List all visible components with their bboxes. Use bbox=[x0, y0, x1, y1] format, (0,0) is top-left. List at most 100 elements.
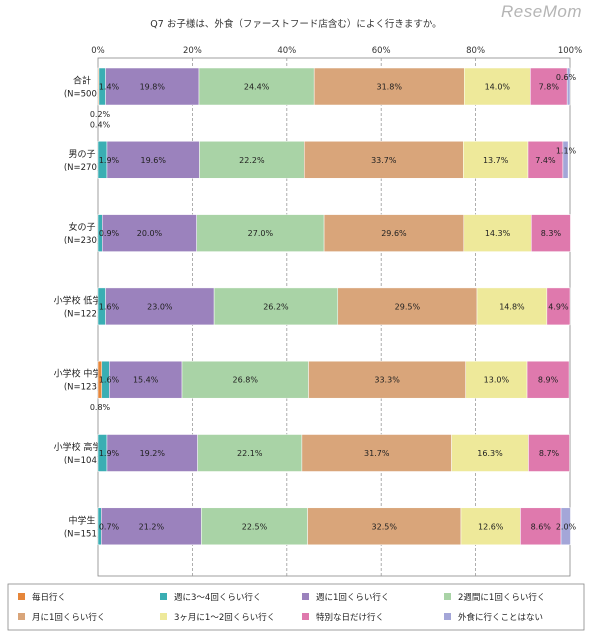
x-tick-label: 20% bbox=[183, 46, 202, 56]
category-label: 小学校 高学年 bbox=[54, 441, 111, 453]
data-label: 26.8% bbox=[233, 376, 259, 385]
data-label: 22.2% bbox=[239, 156, 265, 165]
watermark-logo: ReseMom bbox=[501, 2, 582, 21]
data-label: 16.3% bbox=[477, 449, 503, 458]
data-label: 19.2% bbox=[140, 449, 166, 458]
x-tick-label: 0% bbox=[91, 46, 105, 56]
data-label: 13.7% bbox=[483, 156, 509, 165]
data-label: 0.9% bbox=[99, 229, 120, 238]
data-label: 31.7% bbox=[364, 449, 390, 458]
data-label: 2.0% bbox=[556, 522, 577, 531]
bar-segment bbox=[337, 287, 478, 326]
category-n-label: (N=270) bbox=[64, 163, 100, 173]
data-label: 8.3% bbox=[541, 229, 562, 238]
bar-segment bbox=[463, 214, 532, 252]
legend-label: 週に3～4回くらい行く bbox=[174, 592, 261, 603]
data-label: 0.8% bbox=[90, 403, 111, 412]
bar-segment bbox=[199, 141, 305, 179]
bar-segment bbox=[304, 141, 464, 179]
data-label: 29.6% bbox=[381, 229, 407, 238]
data-label: 26.2% bbox=[263, 302, 289, 311]
data-label: 13.0% bbox=[484, 376, 510, 385]
bar-segment bbox=[566, 67, 571, 106]
bar-segment bbox=[560, 507, 571, 546]
data-label: 0.2% bbox=[90, 110, 111, 119]
bar-segment bbox=[465, 360, 528, 399]
bar-segment bbox=[201, 507, 308, 546]
category-label: 男の子 bbox=[68, 149, 95, 160]
bar-segment bbox=[546, 287, 571, 326]
bar-segment bbox=[101, 214, 197, 252]
x-tick-label: 80% bbox=[466, 46, 485, 56]
data-label: 4.9% bbox=[548, 302, 569, 311]
data-label: 19.8% bbox=[140, 83, 166, 92]
data-label: 8.9% bbox=[538, 376, 559, 385]
data-label: 33.7% bbox=[371, 156, 397, 165]
data-label: 19.6% bbox=[141, 156, 167, 165]
data-label: 7.8% bbox=[539, 83, 560, 92]
category-label: 合計 bbox=[73, 75, 91, 87]
data-label: 29.5% bbox=[395, 302, 421, 311]
bar-segment bbox=[109, 360, 183, 399]
bar-segment bbox=[528, 434, 570, 472]
category-n-label: (N=500) bbox=[64, 90, 100, 100]
data-label: 8.7% bbox=[539, 449, 560, 458]
bar-segment bbox=[526, 360, 570, 399]
bar-segment bbox=[308, 360, 466, 399]
bar-segment bbox=[562, 141, 569, 179]
data-label: 14.8% bbox=[499, 302, 525, 311]
bar-segment bbox=[520, 507, 562, 546]
category-n-label: (N=151) bbox=[64, 529, 100, 539]
legend-swatch bbox=[302, 613, 309, 620]
data-label: 21.2% bbox=[139, 522, 165, 531]
bar-segment bbox=[530, 67, 568, 106]
bar-segment bbox=[464, 67, 531, 106]
category-n-label: (N=104) bbox=[64, 456, 100, 466]
data-label: 31.8% bbox=[377, 83, 403, 92]
bar-segment bbox=[527, 141, 564, 179]
data-label: 14.0% bbox=[485, 83, 511, 92]
data-label: 0.4% bbox=[90, 120, 111, 129]
data-label: 1.6% bbox=[99, 302, 120, 311]
legend-swatch bbox=[302, 593, 309, 600]
legend-label: 月に1回くらい行く bbox=[32, 612, 105, 623]
data-label: 1.9% bbox=[99, 449, 120, 458]
category-n-label: (N=123) bbox=[64, 383, 100, 393]
legend-frame bbox=[7, 583, 585, 631]
bar-segment bbox=[307, 507, 462, 546]
chart-title: Q7 お子様は、外食（ファーストフード店含む）によく行きますか。 bbox=[150, 18, 441, 30]
data-label: 12.6% bbox=[478, 522, 504, 531]
bar-segment bbox=[323, 214, 465, 252]
data-label: 1.1% bbox=[556, 146, 577, 155]
bar-segment bbox=[181, 360, 309, 399]
bar-segment bbox=[313, 67, 465, 106]
category-label: 中学生 bbox=[68, 514, 95, 526]
data-label: 15.4% bbox=[133, 376, 159, 385]
data-label: 8.6% bbox=[531, 522, 552, 531]
legend-swatch bbox=[18, 613, 25, 620]
bar-segment bbox=[213, 287, 339, 326]
x-tick-label: 40% bbox=[277, 46, 296, 56]
bar-segment bbox=[101, 507, 202, 546]
data-label: 23.0% bbox=[147, 302, 173, 311]
x-tick-label: 60% bbox=[372, 46, 391, 56]
data-label: 27.0% bbox=[248, 229, 274, 238]
legend-label: 3ヶ月に1～2回くらい行く bbox=[174, 612, 275, 623]
legend-label: 週に1回くらい行く bbox=[316, 592, 389, 603]
data-label: 20.0% bbox=[137, 229, 163, 238]
legend-swatch bbox=[444, 613, 451, 620]
data-label: 1.9% bbox=[99, 156, 120, 165]
data-label: 1.6% bbox=[99, 376, 120, 385]
bar-segment bbox=[451, 434, 529, 472]
bar-segment bbox=[531, 214, 571, 252]
category-n-label: (N=122) bbox=[64, 309, 100, 319]
data-label: 1.4% bbox=[99, 83, 120, 92]
data-label: 22.5% bbox=[242, 522, 268, 531]
legend-label: 外食に行くことはない bbox=[458, 612, 543, 623]
legend-label: 毎日行く bbox=[32, 592, 66, 603]
legend-label: 特別な日だけ行く bbox=[316, 612, 384, 623]
legend-swatch bbox=[160, 613, 167, 620]
data-label: 0.7% bbox=[99, 522, 120, 531]
x-tick-label: 100% bbox=[558, 46, 582, 56]
data-label: 33.3% bbox=[374, 376, 400, 385]
